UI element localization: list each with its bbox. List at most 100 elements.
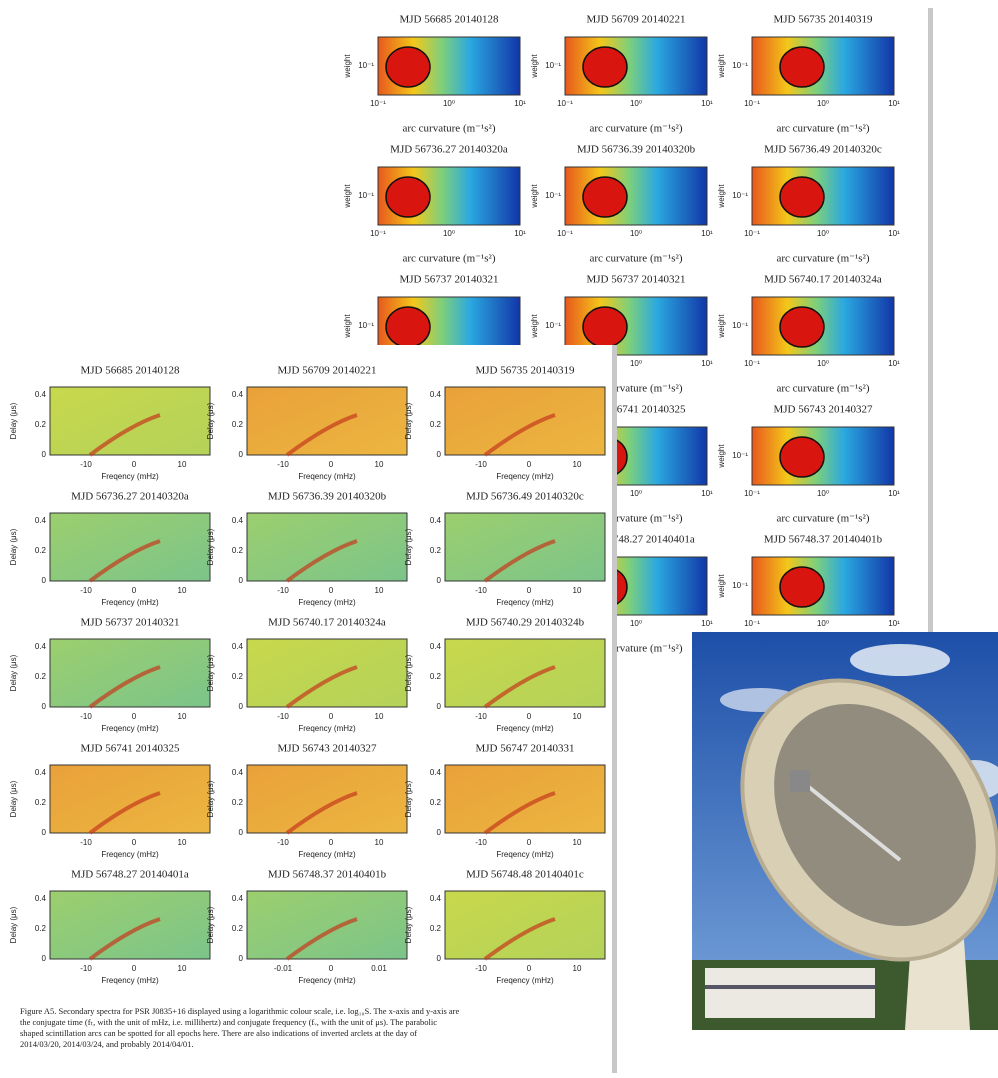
y-tick-label: 0 [239, 954, 244, 963]
x-axis-label: Freqency (mHz) [101, 598, 159, 607]
heatmap [49, 512, 211, 582]
y-axis-label: Delay (μs) [9, 402, 18, 439]
y-tick-label: 0.4 [232, 894, 244, 903]
caption-line: Figure A5. Secondary spectra for PSR J08… [20, 1006, 459, 1016]
heatmap-peak [779, 176, 825, 218]
x-axis-label: Freqency (mHz) [101, 472, 159, 481]
y-tick-label: 10⁻¹ [732, 581, 748, 590]
y-tick-label: 0 [437, 702, 442, 711]
x-tick-label: -10 [475, 586, 487, 595]
y-tick-label: 0 [42, 954, 47, 963]
panel-title: MJD 56737 20140321 [80, 617, 179, 629]
heatmap [444, 386, 606, 456]
x-tick-label: 10⁰ [630, 359, 642, 368]
heatmap [246, 386, 408, 456]
y-tick-label: 0.4 [35, 642, 47, 651]
y-tick-label: 0.4 [232, 516, 244, 525]
heatmap [444, 890, 606, 960]
x-tick-label: 0 [132, 460, 137, 469]
x-tick-label: 10⁻¹ [744, 619, 760, 628]
y-tick-label: 10⁻¹ [732, 321, 748, 330]
y-axis-label: weight [717, 444, 726, 469]
panel-title: MJD 56737 20140321 [586, 274, 685, 286]
x-tick-label: 10 [573, 712, 582, 721]
x-tick-label: -10 [80, 964, 92, 973]
y-axis-label: Delay (μs) [404, 528, 413, 565]
y-tick-label: 0 [239, 702, 244, 711]
x-axis-label: Freqency (mHz) [298, 598, 356, 607]
heatmap [444, 512, 606, 582]
heatmap-peak [385, 306, 431, 348]
x-tick-label: 10¹ [701, 619, 713, 628]
scintillation-arc [285, 791, 358, 835]
x-axis-label: arc curvature (m⁻¹s²) [776, 253, 869, 265]
x-tick-label: 10⁰ [817, 229, 829, 238]
x-tick-label: 0 [329, 460, 334, 469]
building [705, 968, 875, 1018]
scintillation-arc [88, 665, 161, 709]
y-axis-label: Delay (μs) [9, 654, 18, 691]
x-tick-label: 10 [375, 712, 384, 721]
y-tick-label: 0.2 [232, 672, 244, 681]
y-axis-label: Delay (μs) [9, 528, 18, 565]
y-axis-label: Delay (μs) [404, 402, 413, 439]
y-axis-label: weight [343, 184, 352, 209]
y-tick-label: 0.4 [35, 390, 47, 399]
x-tick-label: 10⁻¹ [744, 359, 760, 368]
x-tick-label: -10 [475, 712, 487, 721]
panel-title: MJD 56740.17 20140324a [764, 274, 882, 286]
y-axis-label: Delay (μs) [404, 654, 413, 691]
y-axis-label: weight [530, 184, 539, 209]
panel-title: MJD 56709 20140221 [277, 365, 376, 377]
x-tick-label: -10 [277, 586, 289, 595]
telescope-photo [692, 632, 998, 1030]
x-tick-label: 10 [178, 712, 187, 721]
y-axis-label: weight [717, 574, 726, 599]
y-tick-label: 0.4 [430, 768, 442, 777]
y-tick-label: 0 [437, 450, 442, 459]
x-tick-label: 0 [132, 712, 137, 721]
heatmap [444, 764, 606, 834]
heatmap-peak [582, 46, 628, 88]
x-tick-label: 10⁻¹ [744, 489, 760, 498]
panel-title: MJD 56736.39 20140320b [577, 144, 696, 156]
x-axis-label: arc curvature (m⁻¹s²) [589, 253, 682, 265]
y-tick-label: 0.2 [430, 420, 442, 429]
y-tick-label: 0.2 [35, 924, 47, 933]
y-tick-label: 0 [437, 954, 442, 963]
x-tick-label: 10¹ [701, 229, 713, 238]
x-tick-label: -10 [475, 964, 487, 973]
x-tick-label: 0 [527, 712, 532, 721]
scintillation-arc [483, 665, 556, 709]
x-tick-label: 10⁰ [630, 489, 642, 498]
x-tick-label: 10⁰ [817, 99, 829, 108]
panel-title: MJD 56748.37 20140401b [268, 869, 387, 881]
heatmap [246, 512, 408, 582]
x-tick-label: 10¹ [701, 489, 713, 498]
x-tick-label: 10¹ [514, 99, 526, 108]
panel-title: MJD 56736.27 20140320a [71, 491, 189, 503]
y-axis-label: Delay (μs) [404, 906, 413, 943]
y-axis-label: weight [717, 314, 726, 339]
y-tick-label: 0.4 [232, 390, 244, 399]
y-axis-label: Delay (μs) [206, 906, 215, 943]
scintillation-arc [88, 917, 161, 961]
y-tick-label: 10⁻¹ [732, 191, 748, 200]
y-tick-label: 0 [42, 702, 47, 711]
y-tick-label: 0.2 [35, 420, 47, 429]
heatmap [49, 764, 211, 834]
x-axis-label: arc curvature (m⁻¹s²) [776, 383, 869, 395]
x-axis-label: Freqency (mHz) [298, 724, 356, 733]
y-tick-label: 0.4 [35, 768, 47, 777]
x-tick-label: 0 [132, 586, 137, 595]
panel-title: MJD 56735 20140319 [773, 14, 873, 26]
scintillation-arc [88, 791, 161, 835]
x-tick-label: 10⁻¹ [744, 99, 760, 108]
x-tick-label: 10¹ [888, 489, 900, 498]
y-tick-label: 0.4 [35, 516, 47, 525]
y-tick-label: 0 [437, 576, 442, 585]
panel-title: MJD 56740.17 20140324a [268, 617, 386, 629]
y-tick-label: 0.4 [35, 894, 47, 903]
y-tick-label: 0.2 [232, 798, 244, 807]
